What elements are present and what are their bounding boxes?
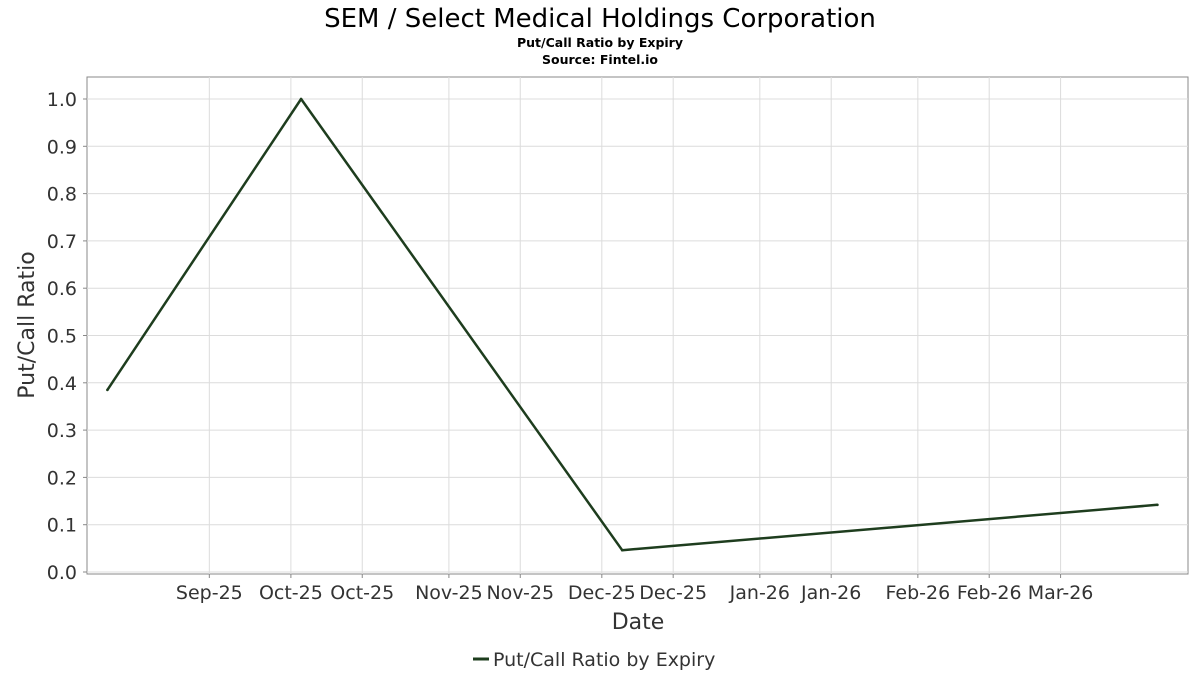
series-layer <box>106 97 1159 552</box>
y-tick-label: 0.8 <box>47 184 77 206</box>
series-line <box>106 97 1158 552</box>
x-axis-ticks: Sep-25 Oct-25 Oct-25 Nov-25 Nov-25 Dec-25 Dec-… <box>176 574 1093 604</box>
data-point <box>106 388 109 392</box>
x-tick-label: Nov-25 <box>415 582 483 604</box>
data-point <box>299 97 303 101</box>
y-tick-label: 1.0 <box>47 89 77 111</box>
y-axis-label: Put/Call Ratio <box>15 251 40 398</box>
legend: Put/Call Ratio by Expiry <box>473 649 715 671</box>
legend-label: Put/Call Ratio by Expiry <box>493 649 715 671</box>
y-tick-label: 0.4 <box>47 373 77 395</box>
chart-source: Source: Fintel.io <box>542 52 658 67</box>
y-tick-label: 0.7 <box>47 231 77 253</box>
y-tick-label: 0.3 <box>47 420 77 442</box>
x-tick-label: Dec-25 <box>568 582 636 604</box>
x-tick-label: Jan-26 <box>729 582 790 604</box>
grid-lines <box>87 77 1188 574</box>
x-tick-label: Jan-26 <box>800 582 861 604</box>
y-tick-label: 0.5 <box>47 326 77 348</box>
y-tick-label: 0.1 <box>47 515 77 537</box>
x-axis-label: Date <box>612 610 665 635</box>
y-axis-ticks: 0.0 0.1 0.2 0.3 0.4 0.5 0.6 0.7 0.8 0.9 1.0 <box>47 89 87 584</box>
plot-area <box>86 76 1189 575</box>
y-tick-label: 0.2 <box>47 467 77 489</box>
x-tick-label: Mar-26 <box>1028 582 1094 604</box>
data-point <box>1156 503 1159 507</box>
x-tick-label: Feb-26 <box>957 582 1022 604</box>
x-tick-label: Nov-25 <box>486 582 554 604</box>
x-tick-label: Dec-25 <box>639 582 707 604</box>
chart-title: SEM / Select Medical Holdings Corporatio… <box>324 4 876 34</box>
x-tick-label: Sep-25 <box>176 582 243 604</box>
chart-subtitle: Put/Call Ratio by Expiry <box>517 35 683 50</box>
x-tick-label: Oct-25 <box>259 582 323 604</box>
y-tick-label: 0.0 <box>47 562 77 584</box>
y-tick-label: 0.9 <box>47 136 77 158</box>
data-point <box>620 548 624 552</box>
x-tick-label: Oct-25 <box>330 582 394 604</box>
x-tick-label: Feb-26 <box>886 582 951 604</box>
y-tick-label: 0.6 <box>47 278 77 300</box>
